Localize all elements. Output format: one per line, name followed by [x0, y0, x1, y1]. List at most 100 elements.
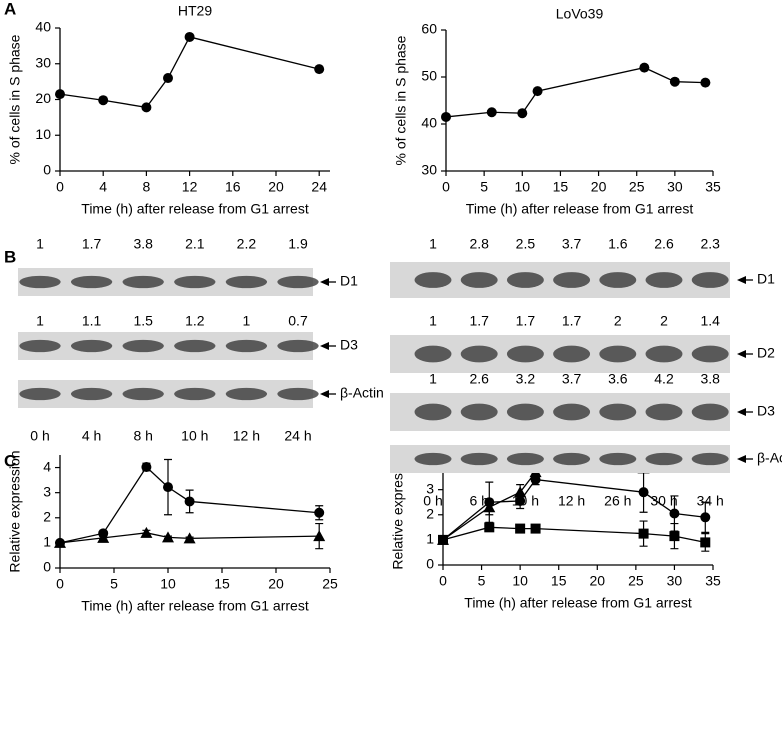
y-tick-label: 10 — [35, 126, 51, 142]
band-density: 1.6 — [608, 236, 628, 252]
y-tick-label: 1 — [43, 534, 51, 550]
band-density: 3.7 — [562, 236, 582, 252]
band-density: 1.1 — [82, 313, 102, 329]
y-axis-label: Relative expression — [390, 447, 406, 569]
marker — [97, 531, 110, 543]
blot-band — [225, 387, 268, 401]
band-density: 1.4 — [700, 313, 720, 329]
band-density: 1 — [36, 236, 44, 252]
lane-label: 26 h — [604, 493, 631, 509]
y-tick-label: 2 — [43, 508, 51, 524]
panel-label: B — [4, 247, 16, 266]
blot-band — [414, 272, 452, 288]
lane-label: 8 h — [133, 428, 152, 444]
y-tick-label: 30 — [421, 162, 437, 178]
marker — [532, 86, 543, 97]
band-density: 2.6 — [654, 236, 674, 252]
marker — [313, 530, 326, 542]
blot-strip — [18, 380, 313, 408]
y-tick-label: 0 — [43, 162, 51, 178]
lane-label: 30 h — [650, 493, 677, 509]
band-density: 1.7 — [82, 236, 102, 252]
blot-band — [506, 403, 544, 421]
blot-band — [122, 387, 164, 401]
marker — [183, 532, 196, 544]
band-density: 1 — [429, 236, 437, 252]
marker — [98, 95, 109, 106]
marker — [141, 102, 152, 113]
blot-band — [174, 339, 216, 353]
y-axis-label: % of cells in S phase — [7, 34, 23, 164]
blot-band — [19, 387, 61, 401]
lane-label: 10 h — [181, 428, 208, 444]
blot-band — [277, 387, 319, 401]
blot-band — [691, 345, 729, 363]
blot-band — [225, 339, 268, 353]
band-density: 1.9 — [288, 236, 308, 252]
blot-band — [460, 272, 498, 288]
x-tick-label: 15 — [551, 573, 567, 589]
marker — [515, 495, 526, 506]
chart-title: HT29 — [178, 3, 212, 19]
panel-label: A — [4, 0, 16, 18]
band-density: 2.1 — [185, 236, 205, 252]
band-arrow — [737, 350, 746, 358]
chart-title: LoVo39 — [556, 6, 604, 22]
band-density: 1.7 — [469, 313, 489, 329]
band-arrow — [320, 278, 329, 286]
band-density: 3.7 — [562, 371, 582, 387]
marker — [638, 487, 649, 498]
x-tick-label: 0 — [442, 179, 450, 195]
series-line — [442, 526, 706, 544]
marker — [700, 77, 711, 88]
marker — [669, 508, 680, 519]
lane-label: 34 h — [697, 493, 724, 509]
x-tick-label: 0 — [439, 573, 447, 589]
marker — [184, 496, 195, 507]
marker — [669, 76, 680, 87]
y-axis-label: % of cells in S phase — [393, 35, 409, 165]
x-tick-label: 15 — [553, 179, 569, 195]
panel-label: C — [4, 451, 16, 470]
band-density: 1 — [429, 313, 437, 329]
blot-band — [277, 339, 319, 353]
x-tick-label: 12 — [182, 179, 198, 195]
band-label: β-Actin — [757, 450, 782, 466]
marker — [669, 531, 680, 542]
x-tick-label: 20 — [268, 179, 284, 195]
blot-strip — [18, 332, 313, 360]
blot-band — [225, 275, 268, 289]
lane-label: 12 h — [558, 493, 585, 509]
blot-band — [691, 403, 729, 421]
y-tick-label: 0 — [426, 556, 434, 572]
blot-band — [553, 452, 591, 466]
marker — [55, 89, 65, 100]
band-density: 1.5 — [133, 313, 153, 329]
blot-band — [645, 272, 683, 288]
series-line — [59, 36, 320, 109]
blot-band — [414, 345, 452, 363]
marker — [639, 62, 650, 73]
blot-band — [460, 452, 498, 466]
x-tick-label: 20 — [268, 576, 284, 592]
x-tick-label: 5 — [110, 576, 118, 592]
x-tick-label: 4 — [99, 179, 107, 195]
marker — [514, 486, 527, 498]
band-label: β-Actin — [340, 385, 384, 401]
y-tick-label: 40 — [421, 115, 437, 131]
marker — [141, 462, 152, 473]
band-arrow — [320, 342, 329, 350]
marker — [314, 507, 325, 518]
band-density: 2.5 — [516, 236, 536, 252]
x-axis-label: Time (h) after release from G1 arrest — [466, 201, 694, 217]
band-density: 3.8 — [133, 236, 153, 252]
blot-band — [553, 272, 591, 288]
y-tick-label: 0 — [43, 559, 51, 575]
blot-band — [506, 452, 544, 466]
marker — [483, 501, 496, 513]
y-tick-label: 40 — [35, 19, 51, 35]
series-line — [59, 532, 320, 544]
x-tick-label: 10 — [512, 573, 528, 589]
x-tick-label: 25 — [322, 576, 338, 592]
blot-band — [277, 275, 319, 289]
